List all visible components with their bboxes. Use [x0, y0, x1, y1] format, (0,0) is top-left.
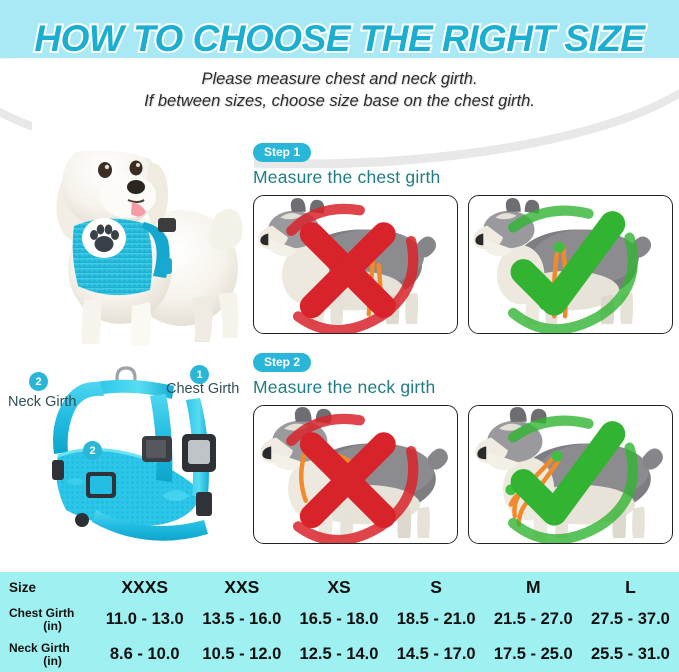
table-row-sizes: Size XXXS XXS XS S M L [0, 572, 679, 602]
dog-wearing-harness-photo [32, 118, 254, 350]
table-row-neck-girth: Neck Girth (in) 8.6 - 10.0 10.5 - 12.0 1… [0, 637, 679, 672]
chest-value-3: 18.5 - 21.0 [396, 610, 476, 628]
step-1-correct-panel [468, 195, 673, 334]
row-label-size: Size [9, 579, 37, 595]
chest-value-2: 16.5 - 18.0 [299, 610, 379, 628]
row-label-chest-girth-unit: (in) [43, 618, 62, 633]
step-2-incorrect-panel [253, 405, 458, 544]
chest-value-5: 27.5 - 37.0 [590, 610, 670, 628]
row-label-neck-girth-text: Neck Girth [9, 640, 70, 655]
callout-label-neck-girth: Neck Girth [8, 394, 77, 410]
row-label-neck-girth: Neck Girth (in) [0, 637, 96, 672]
step-2-panels [253, 405, 679, 544]
row-label-neck-girth-unit: (in) [43, 653, 62, 668]
green-check-icon [507, 205, 638, 333]
neck-value-3: 14.5 - 17.0 [396, 645, 476, 663]
step-1-badge: Step 1 [253, 143, 312, 162]
callout-label-chest-girth: Chest Girth [166, 381, 240, 397]
step-1-incorrect-panel [253, 195, 458, 334]
row-label-chest-girth-text: Chest Girth [9, 605, 75, 620]
step-2-correct-panel [468, 405, 673, 544]
subtitle: Please measure chest and neck girth. If … [0, 68, 679, 112]
neck-value-0: 8.6 - 10.0 [109, 645, 180, 663]
size-header-0: XXXS [121, 576, 169, 597]
step-1-block: Step 1 Measure the chest girth [253, 143, 679, 334]
size-header-4: M [525, 576, 541, 597]
neck-value-4: 17.5 - 25.0 [493, 645, 573, 663]
harness-product-diagram [0, 360, 252, 560]
callout-badge-neck: 2 [29, 372, 48, 391]
neck-value-2: 12.5 - 14.0 [299, 645, 379, 663]
size-header-1: XXS [224, 576, 260, 597]
neck-value-1: 10.5 - 12.0 [202, 645, 282, 663]
neck-value-5: 25.5 - 31.0 [590, 645, 670, 663]
page-title: HOW TO CHOOSE THE RIGHT SIZE [32, 16, 647, 61]
table-row-chest-girth: Chest Girth (in) 11.0 - 13.0 13.5 - 16.0… [0, 602, 679, 637]
step-2-badge: Step 2 [253, 353, 312, 372]
size-header-2: XS [327, 576, 351, 597]
green-check-icon [507, 415, 638, 543]
chest-value-4: 21.5 - 27.0 [493, 610, 573, 628]
step-2-heading: Measure the neck girth [253, 377, 436, 397]
red-x-icon [286, 203, 419, 333]
subtitle-line-1: Please measure chest and neck girth. [201, 70, 478, 88]
size-header-3: S [430, 576, 442, 597]
subtitle-line-2: If between sizes, choose size base on th… [144, 92, 535, 110]
size-chart-table: Size XXXS XXS XS S M L Chest Girth (in) … [0, 572, 679, 672]
step-2-block: Step 2 Measure the neck girth [253, 353, 679, 544]
chest-value-1: 13.5 - 16.0 [202, 610, 282, 628]
size-header-5: L [625, 576, 636, 597]
chest-value-0: 11.0 - 13.0 [105, 610, 184, 628]
red-x-icon [286, 413, 419, 543]
step-1-panels [253, 195, 679, 334]
callout-badge-neck-secondary: 2 [83, 441, 102, 460]
callout-badge-chest: 1 [190, 365, 209, 384]
row-label-chest-girth: Chest Girth (in) [0, 602, 96, 637]
step-1-heading: Measure the chest girth [253, 167, 441, 187]
